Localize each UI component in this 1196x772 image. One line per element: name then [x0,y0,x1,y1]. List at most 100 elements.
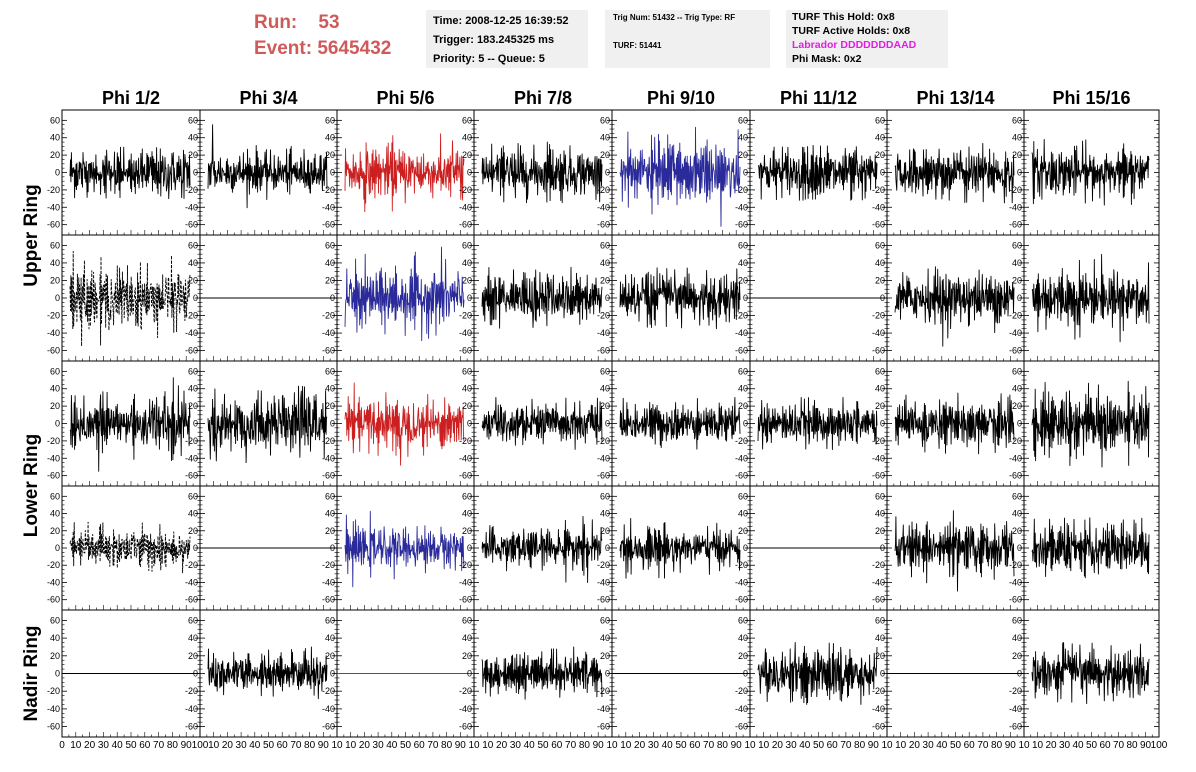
y-tick-label: -40 [459,704,472,714]
y-tick-label: -60 [872,220,885,230]
y-tick-label: -20 [459,436,472,446]
y-tick-label: 40 [50,133,60,143]
trig-info-box: Trig Num: 51432 -- Trig Type: RF TURF: 5… [605,10,770,68]
y-tick-label: 20 [325,150,335,160]
y-tick-label: 20 [462,651,472,661]
y-tick-label: -40 [185,577,198,587]
y-tick-label: -20 [1009,311,1022,321]
y-tick-label: -40 [1009,577,1022,587]
run-label: Run: [254,12,298,33]
y-tick-label: 60 [50,366,60,376]
y-tick-label: 0 [605,419,610,429]
x-tick-label: 60 [414,740,426,751]
y-tick-label: 0 [1017,419,1022,429]
y-tick-label: 20 [875,651,885,661]
y-tick-label: 40 [188,384,198,394]
y-tick-label: -20 [597,311,610,321]
event-value: 5645432 [317,38,392,59]
y-tick-label: 60 [462,491,472,501]
y-tick-label: -40 [735,577,748,587]
y-tick-label: 60 [188,366,198,376]
y-tick-label: -20 [1009,686,1022,696]
y-tick-label: -60 [872,722,885,732]
y-tick-label: -20 [597,185,610,195]
y-tick-label: -40 [322,577,335,587]
y-tick-label: 60 [325,240,335,250]
y-tick-label: 60 [1012,115,1022,125]
x-tick-label: 20 [634,740,646,751]
waveform-trace [344,246,465,342]
waveform-trace [481,646,603,700]
y-tick-label: 20 [188,150,198,160]
y-tick-label: -20 [322,436,335,446]
column-header: Phi 7/8 [514,88,572,108]
y-tick-label: -60 [47,722,60,732]
y-tick-label: 20 [50,651,60,661]
y-tick-label: 40 [1012,133,1022,143]
y-tick-label: 40 [600,258,610,268]
x-tick-label: 60 [689,740,701,751]
x-tick-label: 80 [717,740,729,751]
y-tick-label: 40 [1012,509,1022,519]
y-tick-label: 0 [743,669,748,679]
y-tick-label: 60 [738,240,748,250]
y-tick-label: -20 [597,560,610,570]
y-tick-label: -60 [872,346,885,356]
y-tick-label: -60 [459,471,472,481]
y-tick-label: 60 [875,366,885,376]
y-tick-label: 60 [600,115,610,125]
waveform-trace [894,392,1015,455]
run-row: Run: 53 [254,10,391,36]
x-tick-label: 80 [991,740,1003,751]
waveform-trace [481,396,603,450]
x-tick-label: 20 [1045,740,1057,751]
y-tick-label: -40 [597,328,610,338]
column-header: Phi 1/2 [102,88,160,108]
column-header: Phi 5/6 [376,88,434,108]
column-header: Phi 11/12 [780,88,857,108]
y-tick-label: 0 [467,293,472,303]
y-tick-label: 20 [325,401,335,411]
x-tick-label: 50 [125,740,137,751]
y-tick-label: 40 [50,633,60,643]
y-tick-label: 60 [875,240,885,250]
y-tick-label: 0 [880,293,885,303]
y-tick-label: -40 [459,453,472,463]
y-tick-label: -60 [597,220,610,230]
y-tick-label: -40 [597,453,610,463]
x-tick-label: 10 [1018,740,1030,751]
y-tick-label: 60 [875,115,885,125]
y-tick-label: 40 [325,633,335,643]
y-tick-label: 0 [467,168,472,178]
y-tick-label: 0 [193,543,198,553]
y-tick-label: -20 [1009,436,1022,446]
x-tick-label: 80 [854,740,866,751]
y-tick-label: 20 [188,401,198,411]
y-tick-label: -20 [322,185,335,195]
y-tick-label: 20 [738,401,748,411]
waveform-trace [619,126,741,227]
ring-label: Lower Ring [21,434,42,537]
waveform-trace [619,396,741,450]
y-tick-label: -40 [1009,328,1022,338]
y-tick-label: 60 [325,366,335,376]
y-tick-label: -40 [597,202,610,212]
y-tick-label: 20 [875,526,885,536]
trigger-text: Trigger: 183.245325 ms [433,34,555,46]
y-tick-label: 0 [467,419,472,429]
y-tick-label: -40 [597,577,610,587]
x-tick-label: 10 [758,740,770,751]
y-tick-label: -60 [1009,346,1022,356]
x-tick-label: 90 [181,740,193,751]
y-tick-label: -20 [872,560,885,570]
x-tick-label: 0 [59,740,65,751]
x-tick-label: 10 [331,740,343,751]
y-tick-label: 20 [325,651,335,661]
y-tick-label: 60 [600,366,610,376]
y-tick-label: 20 [325,526,335,536]
y-tick-label: -20 [1009,560,1022,570]
y-tick-label: 40 [600,509,610,519]
y-tick-label: -20 [322,560,335,570]
y-tick-label: 40 [738,509,748,519]
